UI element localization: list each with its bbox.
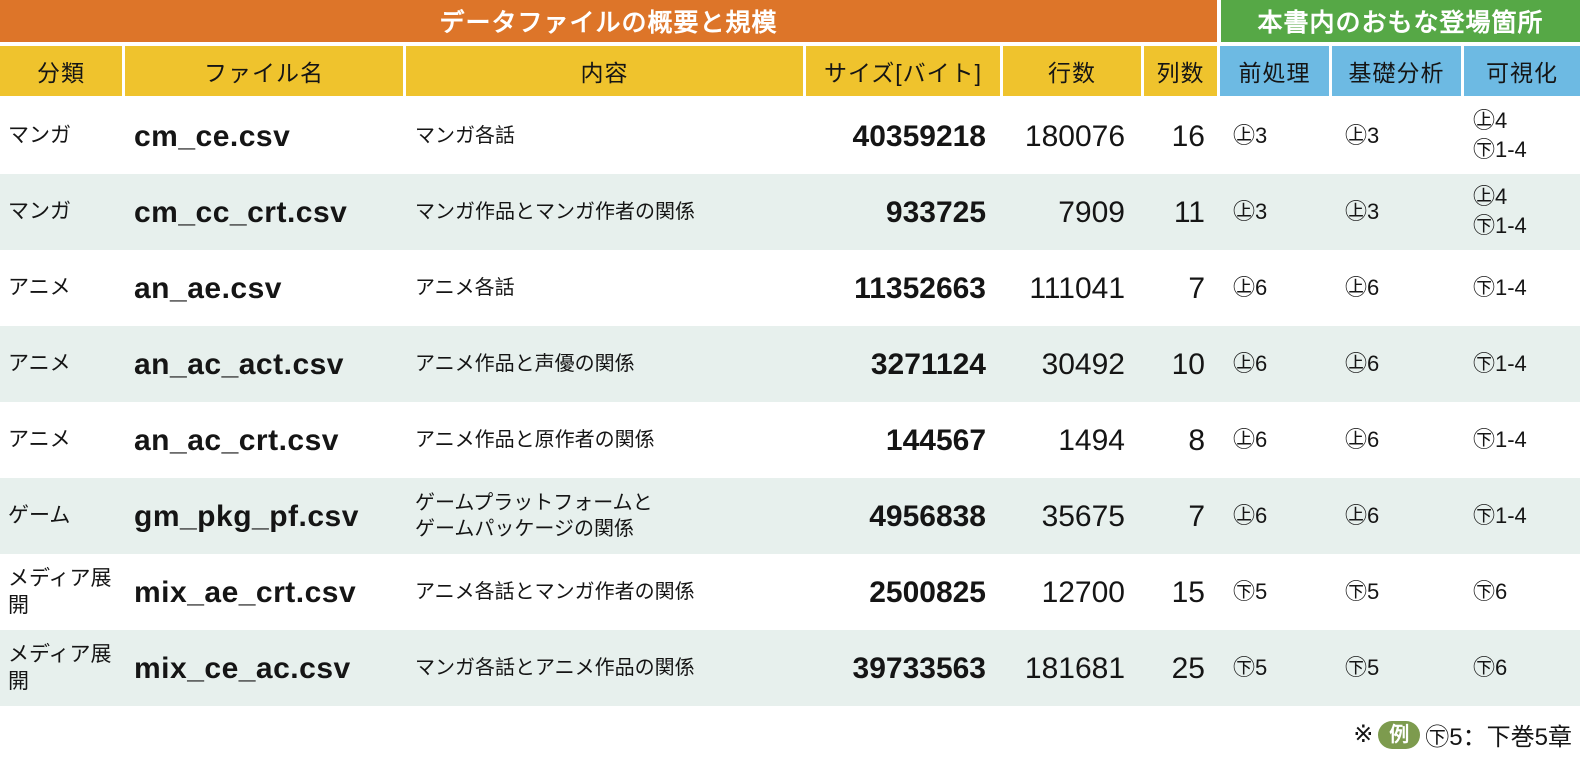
preprocess-ref-cell: ㊤3 xyxy=(1233,122,1268,148)
category-cell: マンガ xyxy=(8,124,71,148)
line-count-cell: 30492 xyxy=(1041,347,1125,381)
col-count-cell: 8 xyxy=(1188,423,1205,457)
line-count-cell: 1494 xyxy=(1058,423,1125,457)
description-cell: マンガ各話 xyxy=(415,125,515,147)
category-cell: アニメ xyxy=(8,428,71,452)
size-cell: 4956838 xyxy=(869,499,986,533)
preprocess-ref-cell: ㊤3 xyxy=(1233,198,1268,224)
col-count-cell: 10 xyxy=(1171,347,1205,381)
category-cell: ゲーム xyxy=(8,504,71,528)
filename-cell: mix_ce_ac.csv xyxy=(134,651,351,685)
col-header-analysis: 基礎分析 xyxy=(1329,46,1461,96)
col-count-cell: 7 xyxy=(1188,271,1205,305)
table-row: ゲーム gm_pkg_pf.csv ゲームプラットフォームと ゲームパッケージの… xyxy=(0,478,1580,554)
col-count-cell: 25 xyxy=(1171,651,1205,685)
filename-cell: mix_ae_crt.csv xyxy=(134,575,357,609)
analysis-ref-cell: ㊤6 xyxy=(1345,426,1380,452)
filename-cell: an_ac_act.csv xyxy=(134,347,344,381)
example-badge: 例 xyxy=(1378,720,1421,749)
col-header-line-count: 行数 xyxy=(1000,46,1141,96)
visualization-ref-cell: ㊤4 ㊦1-4 xyxy=(1473,184,1527,238)
legend-note: ※ 例 ㊦5：下巻5章 xyxy=(1353,717,1572,752)
col-header-filename: ファイル名 xyxy=(122,46,403,96)
line-count-cell: 111041 xyxy=(1029,271,1125,305)
line-count-cell: 180076 xyxy=(1024,119,1125,153)
preprocess-ref-cell: ㊦5 xyxy=(1233,578,1268,604)
col-header-description: 内容 xyxy=(403,46,803,96)
size-cell: 39733563 xyxy=(852,651,986,685)
visualization-ref-cell: ㊤4 ㊦1-4 xyxy=(1473,108,1527,162)
analysis-ref-cell: ㊤6 xyxy=(1345,350,1380,376)
description-cell: アニメ各話とマンガ作者の関係 xyxy=(415,581,695,603)
table-body: マンガ cm_ce.csv マンガ各話 40359218 180076 16 ㊤… xyxy=(0,98,1580,706)
description-cell: アニメ各話 xyxy=(415,277,515,299)
group-header-overview: データファイルの概要と規模 xyxy=(0,0,1217,42)
visualization-ref-cell: ㊦1-4 xyxy=(1473,426,1527,452)
category-cell: マンガ xyxy=(8,200,71,224)
column-header-row: 分類 ファイル名 内容 サイズ[バイト] 行数 列数 前処理 基礎分析 可視化 xyxy=(0,46,1580,96)
visualization-ref-cell: ㊦6 xyxy=(1473,578,1508,604)
col-header-col-count: 列数 xyxy=(1141,46,1217,96)
size-cell: 3271124 xyxy=(870,347,986,381)
size-cell: 11352663 xyxy=(854,271,986,305)
size-cell: 40359218 xyxy=(852,119,986,153)
visualization-ref-cell: ㊦6 xyxy=(1473,654,1508,680)
filename-cell: an_ac_crt.csv xyxy=(134,423,339,457)
col-header-visualization: 可視化 xyxy=(1461,46,1580,96)
col-count-cell: 11 xyxy=(1173,195,1205,229)
analysis-ref-cell: ㊦5 xyxy=(1345,654,1380,680)
col-header-preprocess: 前処理 xyxy=(1217,46,1329,96)
filename-cell: cm_cc_crt.csv xyxy=(134,195,348,229)
size-cell: 144567 xyxy=(885,423,986,457)
description-cell: マンガ各話とアニメ作品の関係 xyxy=(415,657,695,679)
category-cell: アニメ xyxy=(8,276,71,300)
description-cell: アニメ作品と原作者の関係 xyxy=(415,429,655,451)
table-row: マンガ cm_cc_crt.csv マンガ作品とマンガ作者の関係 933725 … xyxy=(0,174,1580,250)
col-header-size: サイズ[バイト] xyxy=(803,46,1000,96)
analysis-ref-cell: ㊤6 xyxy=(1345,274,1380,300)
table-row: アニメ an_ac_crt.csv アニメ作品と原作者の関係 144567 14… xyxy=(0,402,1580,478)
description-cell: ゲームプラットフォームと ゲームパッケージの関係 xyxy=(415,492,653,540)
preprocess-ref-cell: ㊤6 xyxy=(1233,502,1268,528)
visualization-ref-cell: ㊦1-4 xyxy=(1473,502,1527,528)
filename-cell: gm_pkg_pf.csv xyxy=(134,499,359,533)
group-header-appearances: 本書内のおもな登場箇所 xyxy=(1217,0,1580,42)
filename-cell: cm_ce.csv xyxy=(134,119,291,153)
line-count-cell: 181681 xyxy=(1024,651,1125,685)
legend-text: ㊦5：下巻5章 xyxy=(1425,724,1572,751)
size-cell: 933725 xyxy=(885,195,986,229)
preprocess-ref-cell: ㊤6 xyxy=(1233,274,1268,300)
group-header-row: データファイルの概要と規模 本書内のおもな登場箇所 xyxy=(0,0,1580,42)
description-cell: マンガ作品とマンガ作者の関係 xyxy=(415,201,695,223)
description-cell: アニメ作品と声優の関係 xyxy=(415,353,635,375)
analysis-ref-cell: ㊤3 xyxy=(1345,122,1380,148)
visualization-ref-cell: ㊦1-4 xyxy=(1473,350,1527,376)
table-row: メディア展開 mix_ae_crt.csv アニメ各話とマンガ作者の関係 250… xyxy=(0,554,1580,630)
col-count-cell: 16 xyxy=(1171,119,1205,153)
visualization-ref-cell: ㊦1-4 xyxy=(1473,274,1527,300)
category-cell: メディア展開 xyxy=(8,642,112,693)
size-cell: 2500825 xyxy=(869,575,986,609)
table-row: アニメ an_ac_act.csv アニメ作品と声優の関係 3271124 30… xyxy=(0,326,1580,402)
preprocess-ref-cell: ㊤6 xyxy=(1233,426,1268,452)
category-cell: アニメ xyxy=(8,352,71,376)
preprocess-ref-cell: ㊦5 xyxy=(1233,654,1268,680)
table-row: アニメ an_ae.csv アニメ各話 11352663 111041 7 ㊤6… xyxy=(0,250,1580,326)
line-count-cell: 35675 xyxy=(1041,499,1125,533)
col-header-category: 分類 xyxy=(0,46,122,96)
col-count-cell: 15 xyxy=(1171,575,1205,609)
table-row: メディア展開 mix_ce_ac.csv マンガ各話とアニメ作品の関係 3973… xyxy=(0,630,1580,706)
analysis-ref-cell: ㊤3 xyxy=(1345,198,1380,224)
line-count-cell: 12700 xyxy=(1041,575,1125,609)
filename-cell: an_ae.csv xyxy=(134,271,282,305)
preprocess-ref-cell: ㊤6 xyxy=(1233,350,1268,376)
analysis-ref-cell: ㊤6 xyxy=(1345,502,1380,528)
table-row: マンガ cm_ce.csv マンガ各話 40359218 180076 16 ㊤… xyxy=(0,98,1580,174)
line-count-cell: 7909 xyxy=(1058,195,1125,229)
col-count-cell: 7 xyxy=(1188,499,1205,533)
analysis-ref-cell: ㊦5 xyxy=(1345,578,1380,604)
legend-asterisk: ※ xyxy=(1353,721,1374,748)
category-cell: メディア展開 xyxy=(8,566,112,617)
